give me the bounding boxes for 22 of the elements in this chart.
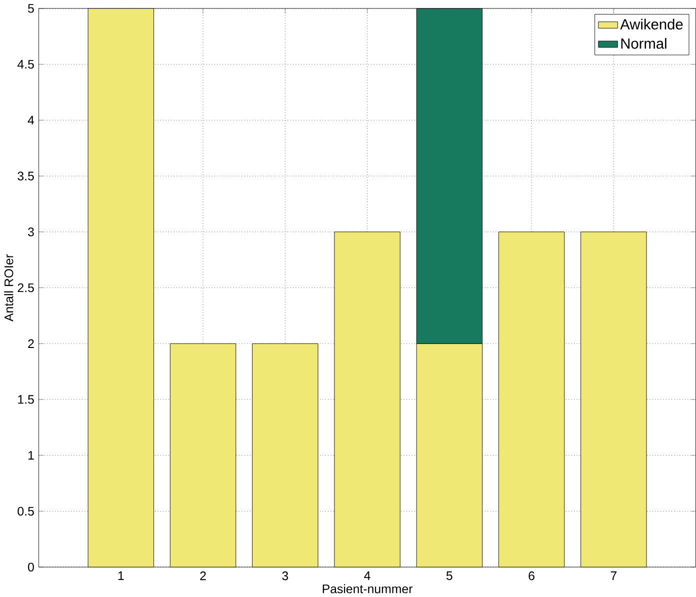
legend-label: Awikende — [620, 18, 683, 30]
x-tick-label: 4 — [364, 571, 370, 580]
y-tick-label: 2.5 — [18, 283, 34, 292]
y-tick-label: 4 — [28, 116, 34, 124]
y-axis-title: Antall ROIer — [4, 254, 14, 322]
x-tick-label: 2 — [200, 571, 206, 580]
x-tick-label: 5 — [446, 571, 452, 580]
y-tick-label: 1 — [28, 450, 34, 460]
y-tick-label: 5 — [28, 4, 34, 13]
legend-label: Normal — [621, 38, 666, 49]
x-tick-label: 3 — [282, 571, 288, 580]
x-tick-label: 1 — [118, 571, 124, 580]
y-tick-label: 3 — [28, 227, 34, 236]
y-tick-label: 3.5 — [18, 171, 34, 180]
y-tick-label: 0 — [28, 562, 34, 572]
y-tick-label: 0.5 — [18, 506, 34, 516]
x-tick-label: 7 — [610, 571, 616, 580]
y-tick-label: 2 — [28, 339, 34, 348]
y-tick-label: 1.5 — [18, 394, 34, 404]
y-tick-label: 4.5 — [17, 60, 34, 68]
x-axis-title: Pasient-nummer — [322, 584, 413, 594]
x-tick-label: 6 — [528, 571, 534, 580]
